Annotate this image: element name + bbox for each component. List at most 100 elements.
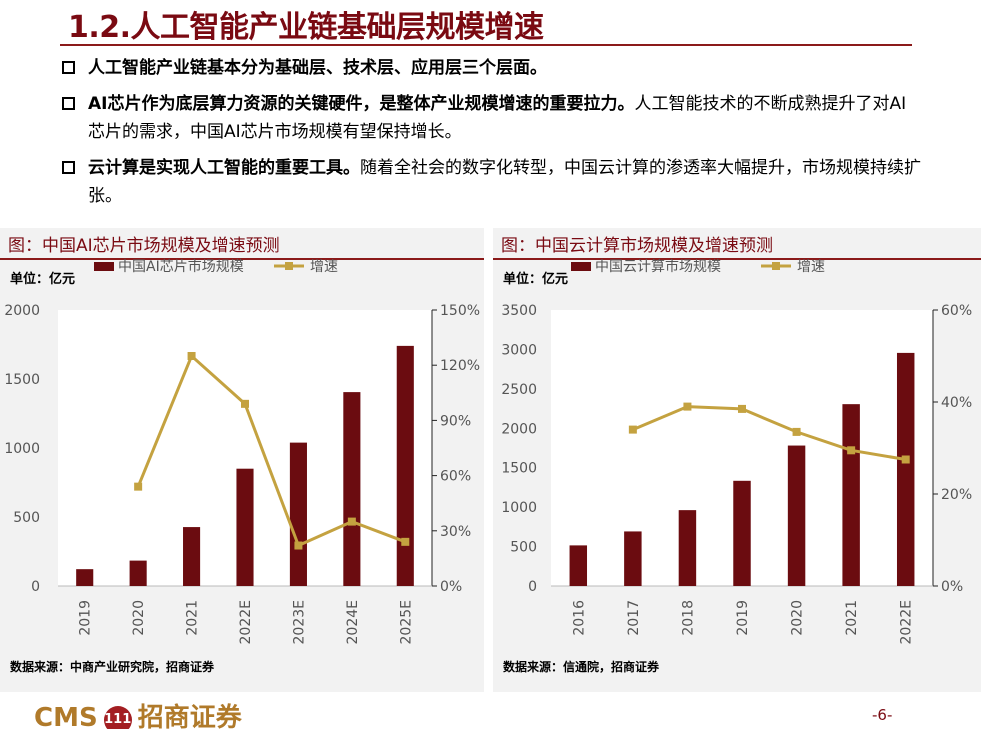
y-left-tick-label: 2000 — [4, 303, 40, 319]
y-right-tick-label: 40% — [941, 395, 972, 411]
logo-text-cms: CMS — [34, 703, 98, 729]
y-left-tick-label: 3500 — [501, 303, 537, 319]
growth-point — [347, 517, 356, 526]
panel-divider — [493, 258, 981, 260]
title-underline — [60, 44, 912, 46]
legend-line-label: 增速 — [310, 259, 338, 275]
legend-bar-label: 中国云计算市场规模 — [595, 258, 721, 275]
y-left-tick-label: 1500 — [501, 461, 537, 477]
x-tick-label: 2023E — [291, 600, 307, 644]
bullet-3-bold: 云计算是实现人工智能的重要工具。 — [88, 158, 360, 178]
y-right-tick-label: 60% — [440, 469, 471, 485]
y-left-tick-label: 0 — [31, 579, 40, 595]
legend-line-marker — [772, 262, 780, 270]
legend-bar-swatch — [571, 262, 591, 271]
bar — [76, 569, 94, 586]
legend-line-marker — [285, 262, 293, 270]
y-right-tick-label: 20% — [941, 487, 972, 503]
cloud-chart-panel: 图：中国云计算市场规模及增速预测 单位：亿元 0 500 1000 1500 2000 2… — [493, 228, 981, 692]
logo-mark-icon: 111 — [103, 706, 132, 729]
bullet-3: 云计算是实现人工智能的重要工具。随着全社会的数字化转型，中国云计算的渗透率大幅提… — [62, 154, 922, 210]
chart-source: 数据来源：中商产业研究院，招商证券 — [10, 660, 215, 674]
growth-point — [847, 446, 856, 455]
growth-point — [738, 404, 746, 413]
y-right-tick-label: 90% — [440, 413, 471, 429]
y-left-tick-label: 1000 — [501, 500, 537, 516]
y-left-tick-label: 2000 — [501, 421, 537, 437]
panel-divider — [0, 258, 484, 260]
y-right-tick-label: 150% — [440, 303, 480, 319]
bar — [787, 445, 806, 586]
legend-bar-swatch — [94, 262, 114, 271]
growth-point — [187, 352, 196, 360]
y-right-tick-label: 60% — [941, 303, 972, 319]
growth-point — [792, 427, 801, 436]
growth-line — [136, 353, 406, 548]
chart-title: 图：中国AI芯片市场规模及增速预测 — [8, 236, 280, 256]
y-left-tick-label: 0 — [528, 579, 537, 595]
chart-unit: 单位：亿元 — [503, 272, 569, 287]
chart-unit: 单位：亿元 — [10, 272, 76, 287]
y-left-tick-label: 500 — [510, 540, 537, 556]
bar — [129, 560, 147, 586]
growth-point — [401, 537, 410, 546]
y-right-tick-label: 0% — [440, 579, 462, 595]
ai-chip-chart: 0 500 1000 1500 2000 0% 30% 60% 90% 120% 150% 2019 2… — [4, 258, 480, 644]
bar — [896, 352, 915, 586]
bar — [183, 527, 201, 586]
x-tick-label: 2024E — [345, 600, 361, 644]
bullet-1: 人工智能产业链基本分为基础层、技术层、应用层三个层面。 — [62, 54, 922, 82]
bar — [842, 404, 860, 586]
y-left-tick-label: 1000 — [4, 441, 40, 457]
slide-title: 1.2.人工智能产业链基础层规模增速 — [68, 10, 544, 45]
y-right-tick-label: 0% — [941, 579, 963, 595]
bar — [624, 531, 642, 586]
bar — [678, 510, 697, 586]
x-tick-label: 2019 — [78, 600, 94, 636]
bar — [289, 442, 307, 586]
y-left-tick-label: 3000 — [501, 342, 537, 358]
growth-point — [628, 425, 637, 434]
x-tick-label: 2022E — [899, 600, 915, 644]
y-left-tick-label: 2500 — [501, 382, 537, 398]
x-tick-label: 2019 — [735, 600, 751, 636]
x-tick-label: 2021 — [844, 600, 860, 636]
y-right-tick-label: 120% — [440, 358, 480, 374]
page-number: -6- — [872, 706, 893, 724]
bar — [343, 392, 361, 586]
bullet-square-icon — [62, 97, 75, 110]
bullet-square-icon — [62, 61, 75, 74]
growth-line — [632, 405, 906, 461]
bullet-1-bold: 人工智能产业链基本分为基础层、技术层、应用层三个层面。 — [88, 58, 547, 78]
x-tick-label: 2016 — [571, 600, 587, 636]
y-right-tick-label: 30% — [440, 524, 471, 540]
growth-point — [241, 399, 249, 408]
y-left-tick-label: 1500 — [4, 372, 40, 388]
chart-title: 图：中国云计算市场规模及增速预测 — [501, 236, 773, 256]
bullet-3-text: 随着全社会的数字化转型，中国云计算的渗透率大幅提升，市场规模持续扩张。 — [88, 158, 921, 206]
x-tick-label: 2017 — [626, 600, 642, 636]
y-left-tick-label: 500 — [13, 510, 40, 526]
ai-chip-chart-panel: 图：中国AI芯片市场规模及增速预测 单位：亿元 0 500 1000 1500 2000… — [0, 228, 484, 692]
growth-point — [294, 541, 303, 550]
bullet-2-bold: AI芯片作为底层算力资源的关键硬件，是整体产业规模增速的重要拉力。 — [88, 94, 635, 114]
bar — [733, 480, 751, 586]
x-tick-label: 2022E — [238, 600, 254, 644]
bullet-2-text: 人工智能技术的不断成熟提升了对AI芯片的需求，中国AI芯片市场规模有望保持增长。 — [88, 94, 907, 142]
bar — [236, 468, 254, 586]
bar — [396, 345, 414, 586]
bullet-2: AI芯片作为底层算力资源的关键硬件，是整体产业规模增速的重要拉力。人工智能技术的… — [62, 90, 922, 146]
growth-point — [901, 455, 910, 464]
x-tick-label: 2020 — [790, 600, 806, 636]
growth-point — [134, 482, 143, 491]
bullet-square-icon — [62, 161, 75, 174]
cloud-chart: 0 500 1000 1500 2000 2500 3000 3500 0% 20% 40% 60% 2… — [501, 258, 972, 644]
cms-logo: CMS 111 招商证券 — [34, 697, 242, 729]
x-tick-label: 2020 — [131, 600, 147, 636]
chart-source: 数据来源：信通院，招商证券 — [503, 660, 660, 674]
x-tick-label: 2018 — [680, 600, 696, 636]
x-tick-label: 2025E — [398, 600, 414, 644]
logo-text-cn: 招商证券 — [137, 703, 242, 729]
x-tick-label: 2021 — [185, 600, 201, 636]
legend-bar-label: 中国AI芯片市场规模 — [118, 258, 244, 275]
